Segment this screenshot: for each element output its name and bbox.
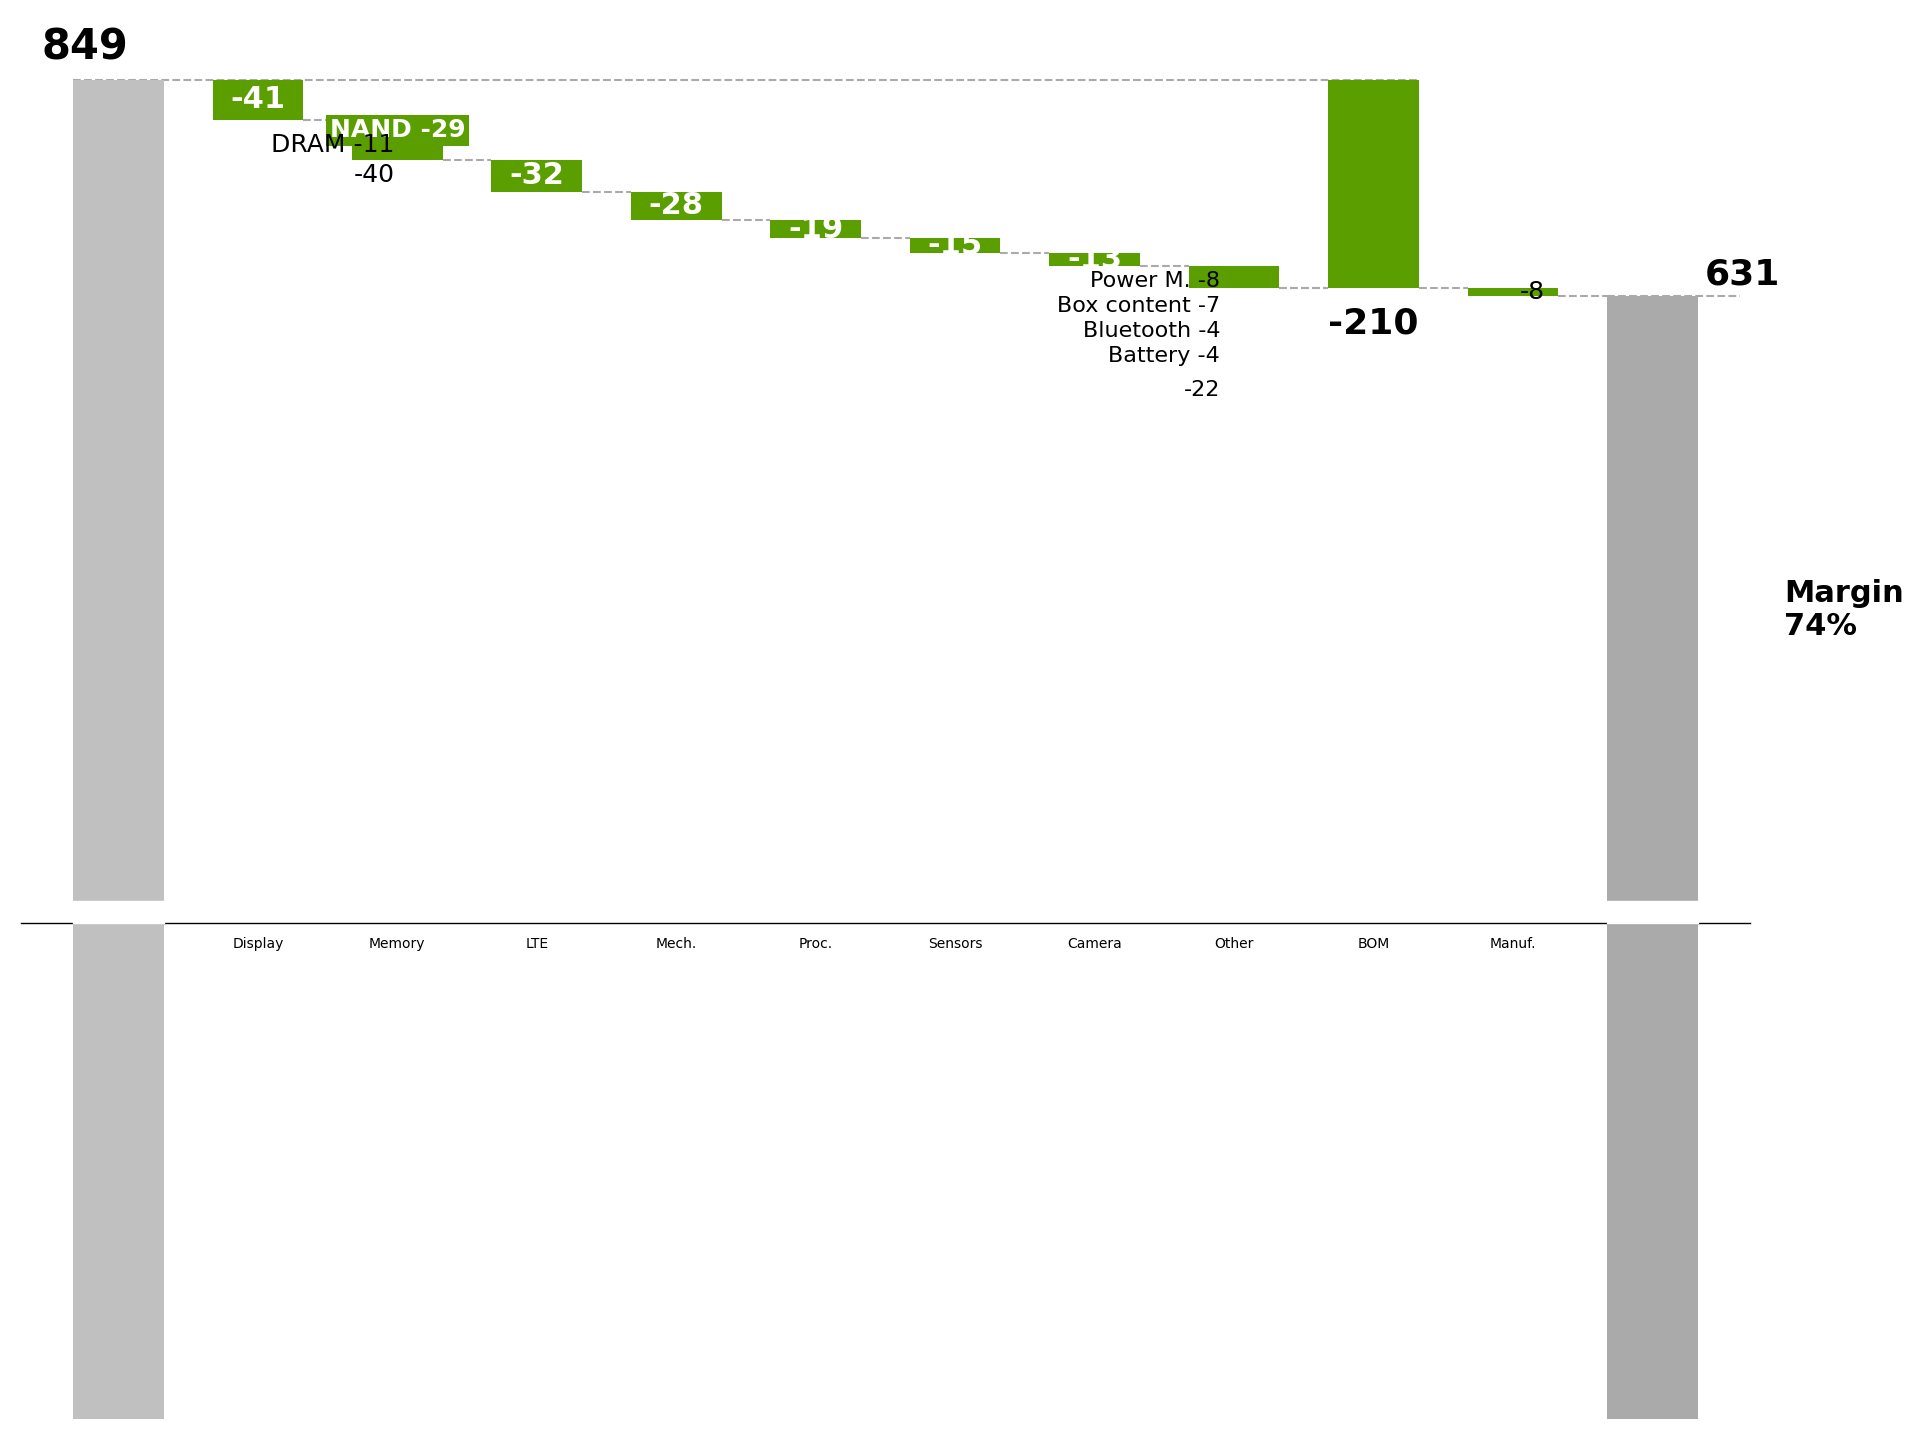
Text: -13: -13 [1068, 245, 1121, 275]
Text: -28: -28 [649, 192, 705, 220]
Text: -19: -19 [787, 215, 843, 243]
Text: Bluetooth -4: Bluetooth -4 [1083, 321, 1219, 341]
Bar [1467, 288, 1559, 297]
Text: -15: -15 [927, 232, 983, 261]
Bar [492, 160, 582, 192]
Bar [73, 79, 163, 1420]
Bar [632, 192, 722, 220]
Bar [351, 121, 444, 160]
Text: DRAM -11: DRAM -11 [271, 132, 396, 157]
Text: -41: -41 [230, 85, 286, 114]
Text: 849: 849 [42, 27, 129, 69]
Text: -210: -210 [1329, 307, 1419, 340]
Text: Margin
74%: Margin 74% [1784, 579, 1905, 641]
Bar [910, 239, 1000, 253]
Text: Battery -4: Battery -4 [1108, 346, 1219, 366]
Text: -40: -40 [353, 163, 396, 187]
Bar [1607, 297, 1697, 1420]
Bar [213, 79, 303, 121]
Text: Power M. -8: Power M. -8 [1091, 271, 1219, 291]
Bar [1188, 266, 1279, 288]
Text: -22: -22 [1185, 380, 1219, 400]
Bar [1329, 79, 1419, 288]
Text: 631: 631 [1705, 258, 1780, 291]
Bar [1048, 253, 1140, 266]
Text: NAND -29: NAND -29 [330, 118, 465, 143]
Text: Box content -7: Box content -7 [1058, 297, 1219, 317]
Text: -8: -8 [1521, 281, 1546, 304]
Bar [770, 220, 860, 239]
Text: -32: -32 [509, 161, 564, 190]
